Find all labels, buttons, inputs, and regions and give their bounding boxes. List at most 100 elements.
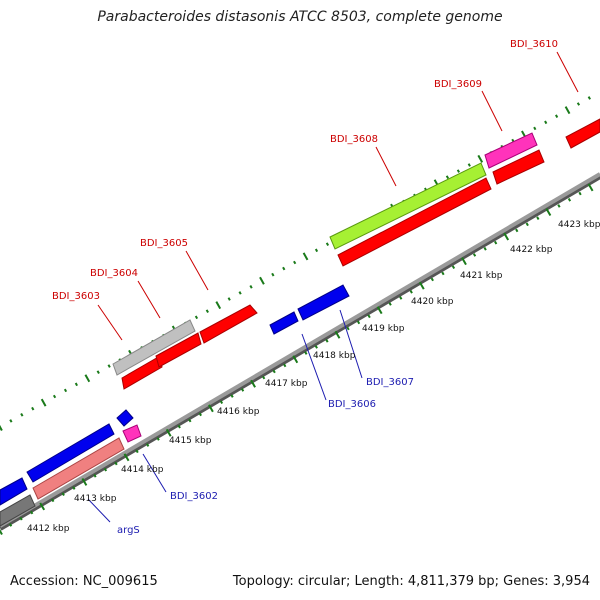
kbp-label: 4420 kbp (411, 297, 454, 307)
backbone-line (0, 172, 600, 528)
minor-tick (9, 419, 13, 423)
minor-tick (314, 248, 319, 253)
minor-tick (525, 222, 529, 227)
gene-left-grey[interactable] (0, 494, 36, 527)
minor-tick (107, 364, 111, 368)
minor-tick (456, 169, 460, 173)
gene-small-blue[interactable] (116, 409, 134, 427)
accession-text: Accession: NC_009615 (10, 574, 158, 589)
kbp-label: 4413 kbp (74, 494, 117, 504)
label-leaders (87, 51, 579, 523)
minor-tick (430, 277, 434, 282)
minor-tick (31, 406, 35, 411)
minor-tick (388, 302, 392, 306)
minor-tick (578, 191, 582, 196)
minor-tick (219, 400, 224, 404)
major-tick (259, 276, 265, 285)
minor-tick (451, 265, 456, 269)
minor-tick (74, 382, 78, 387)
gene-bdi-3604[interactable] (155, 332, 202, 368)
gene-bdi-3602[interactable] (122, 424, 142, 443)
gene-bdi-3608[interactable] (337, 177, 492, 267)
minor-tick (304, 351, 308, 355)
genome-backbone (0, 172, 600, 531)
minor-tick (271, 272, 275, 277)
major-tick (545, 208, 552, 217)
minor-tick (576, 102, 581, 106)
major-tick (418, 281, 425, 290)
minor-tick (283, 363, 287, 368)
minor-tick (240, 388, 245, 392)
gene-bdi-3609-pink[interactable] (484, 132, 538, 169)
major-tick (215, 301, 222, 310)
minor-tick (188, 418, 192, 423)
kbp-label: 4423 kbp (558, 220, 600, 230)
minor-tick (103, 467, 108, 472)
minor-tick (72, 486, 76, 490)
minor-tick (96, 370, 100, 374)
label-bdi-3605[interactable]: BDI_3605 (140, 238, 188, 249)
minor-tick (230, 394, 234, 398)
minor-tick (114, 461, 118, 466)
minor-tick (472, 253, 477, 257)
minor-tick (93, 474, 97, 478)
major-tick (39, 502, 46, 511)
gene-argS[interactable] (32, 437, 125, 500)
minor-tick (63, 388, 68, 393)
minor-tick (293, 260, 297, 265)
major-tick (208, 404, 214, 413)
label-bdi-3609[interactable]: BDI_3609 (434, 79, 482, 90)
major-tick (564, 106, 571, 115)
minor-tick (515, 228, 519, 233)
label-bdi-3603[interactable]: BDI_3603 (52, 291, 100, 302)
minor-tick (325, 339, 329, 343)
major-tick (40, 398, 47, 407)
minor-tick (61, 492, 65, 496)
gene-blue-long[interactable] (26, 423, 115, 483)
minor-tick (544, 120, 548, 125)
label-bdi-3606[interactable]: BDI_3606 (328, 399, 376, 410)
minor-tick (314, 345, 318, 349)
kbp-label: 4418 kbp (313, 351, 356, 361)
minor-tick (249, 285, 253, 289)
gene-bdi-3606[interactable] (269, 311, 299, 335)
forward-strand-genes (112, 118, 600, 390)
kbp-label: 4419 kbp (362, 324, 405, 334)
kbp-label: 4415 kbp (169, 436, 212, 446)
label-bdi-3602[interactable]: BDI_3602 (170, 491, 218, 502)
minor-tick (282, 266, 286, 271)
minor-tick (483, 247, 487, 251)
major-tick (477, 154, 484, 163)
minor-tick (272, 369, 276, 374)
gene-bdi-3605[interactable] (199, 304, 258, 344)
reverse-strand-genes (0, 284, 350, 527)
minor-tick (409, 290, 413, 294)
minor-tick (20, 413, 24, 417)
gene-left-blue[interactable] (0, 477, 28, 506)
minor-tick (557, 204, 561, 208)
gene-bdi-3607[interactable] (297, 284, 350, 321)
minor-tick (399, 296, 403, 300)
label-bdi-3607[interactable]: BDI_3607 (366, 377, 414, 388)
gene-grey-segment[interactable] (112, 319, 196, 376)
minor-tick (30, 510, 34, 515)
minor-tick (494, 240, 498, 245)
kbp-label: 4412 kbp (27, 524, 70, 534)
minor-tick (467, 163, 471, 167)
label-bdi-3610[interactable]: BDI_3610 (510, 39, 558, 50)
label-argS[interactable]: argS (117, 525, 140, 536)
major-tick (123, 453, 130, 462)
label-bdi-3608[interactable]: BDI_3608 (330, 134, 378, 145)
gene-bdi-3603[interactable] (121, 355, 163, 390)
gene-bdi-3610[interactable] (565, 118, 600, 149)
label-bdi-3604[interactable]: BDI_3604 (90, 268, 138, 279)
minor-tick (238, 291, 242, 295)
scale-labels: 4412 kbp 4413 kbp 4414 kbp 4415 kbp 4416… (27, 220, 600, 534)
minor-tick (156, 437, 160, 441)
major-tick (587, 183, 594, 192)
kbp-label: 4414 kbp (121, 465, 164, 475)
gene-bdi-3608-green[interactable] (329, 162, 487, 250)
gene-bdi-3609[interactable] (492, 149, 545, 185)
minor-tick (51, 498, 55, 503)
